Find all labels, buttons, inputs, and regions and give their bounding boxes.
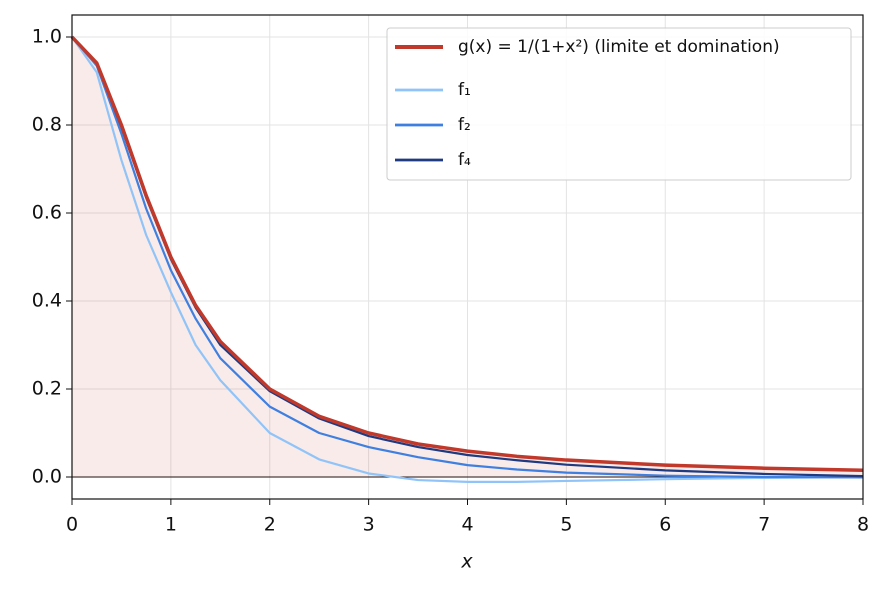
legend-label: f₁ [458, 80, 471, 100]
y-tick-label: 0.4 [32, 290, 62, 312]
y-tick-label: 0.6 [32, 202, 62, 224]
legend-label: f₂ [458, 115, 471, 135]
x-tick-label: 6 [659, 514, 671, 536]
plot-frame [71, 14, 864, 500]
line [71, 36, 864, 479]
legend-label: f₄ [458, 150, 471, 170]
y-tick-label: 0.0 [32, 466, 62, 488]
y-tick-label: 1.0 [32, 26, 62, 48]
line [70, 35, 864, 472]
line [71, 36, 864, 483]
x-tick-label: 3 [363, 514, 375, 536]
x-tick-label: 7 [758, 514, 770, 536]
x-tick-label: 5 [560, 514, 572, 536]
x-tick-label: 0 [66, 514, 78, 536]
x-tick-label: 8 [857, 514, 869, 536]
y-tick-label: 0.2 [32, 378, 62, 400]
legend-label: g(x) = 1/(1+x²) (limite et domination) [458, 37, 780, 57]
x-tick-label: 1 [165, 514, 177, 536]
y-tick-label: 0.8 [32, 114, 62, 136]
area [72, 37, 863, 477]
legend: g(x) = 1/(1+x²) (limite et domination) f₁… [386, 27, 852, 181]
x-tick-label: 4 [461, 514, 473, 536]
x-axis-label: x [460, 551, 473, 573]
x-tick-label: 2 [264, 514, 276, 536]
legend-box [386, 27, 852, 181]
